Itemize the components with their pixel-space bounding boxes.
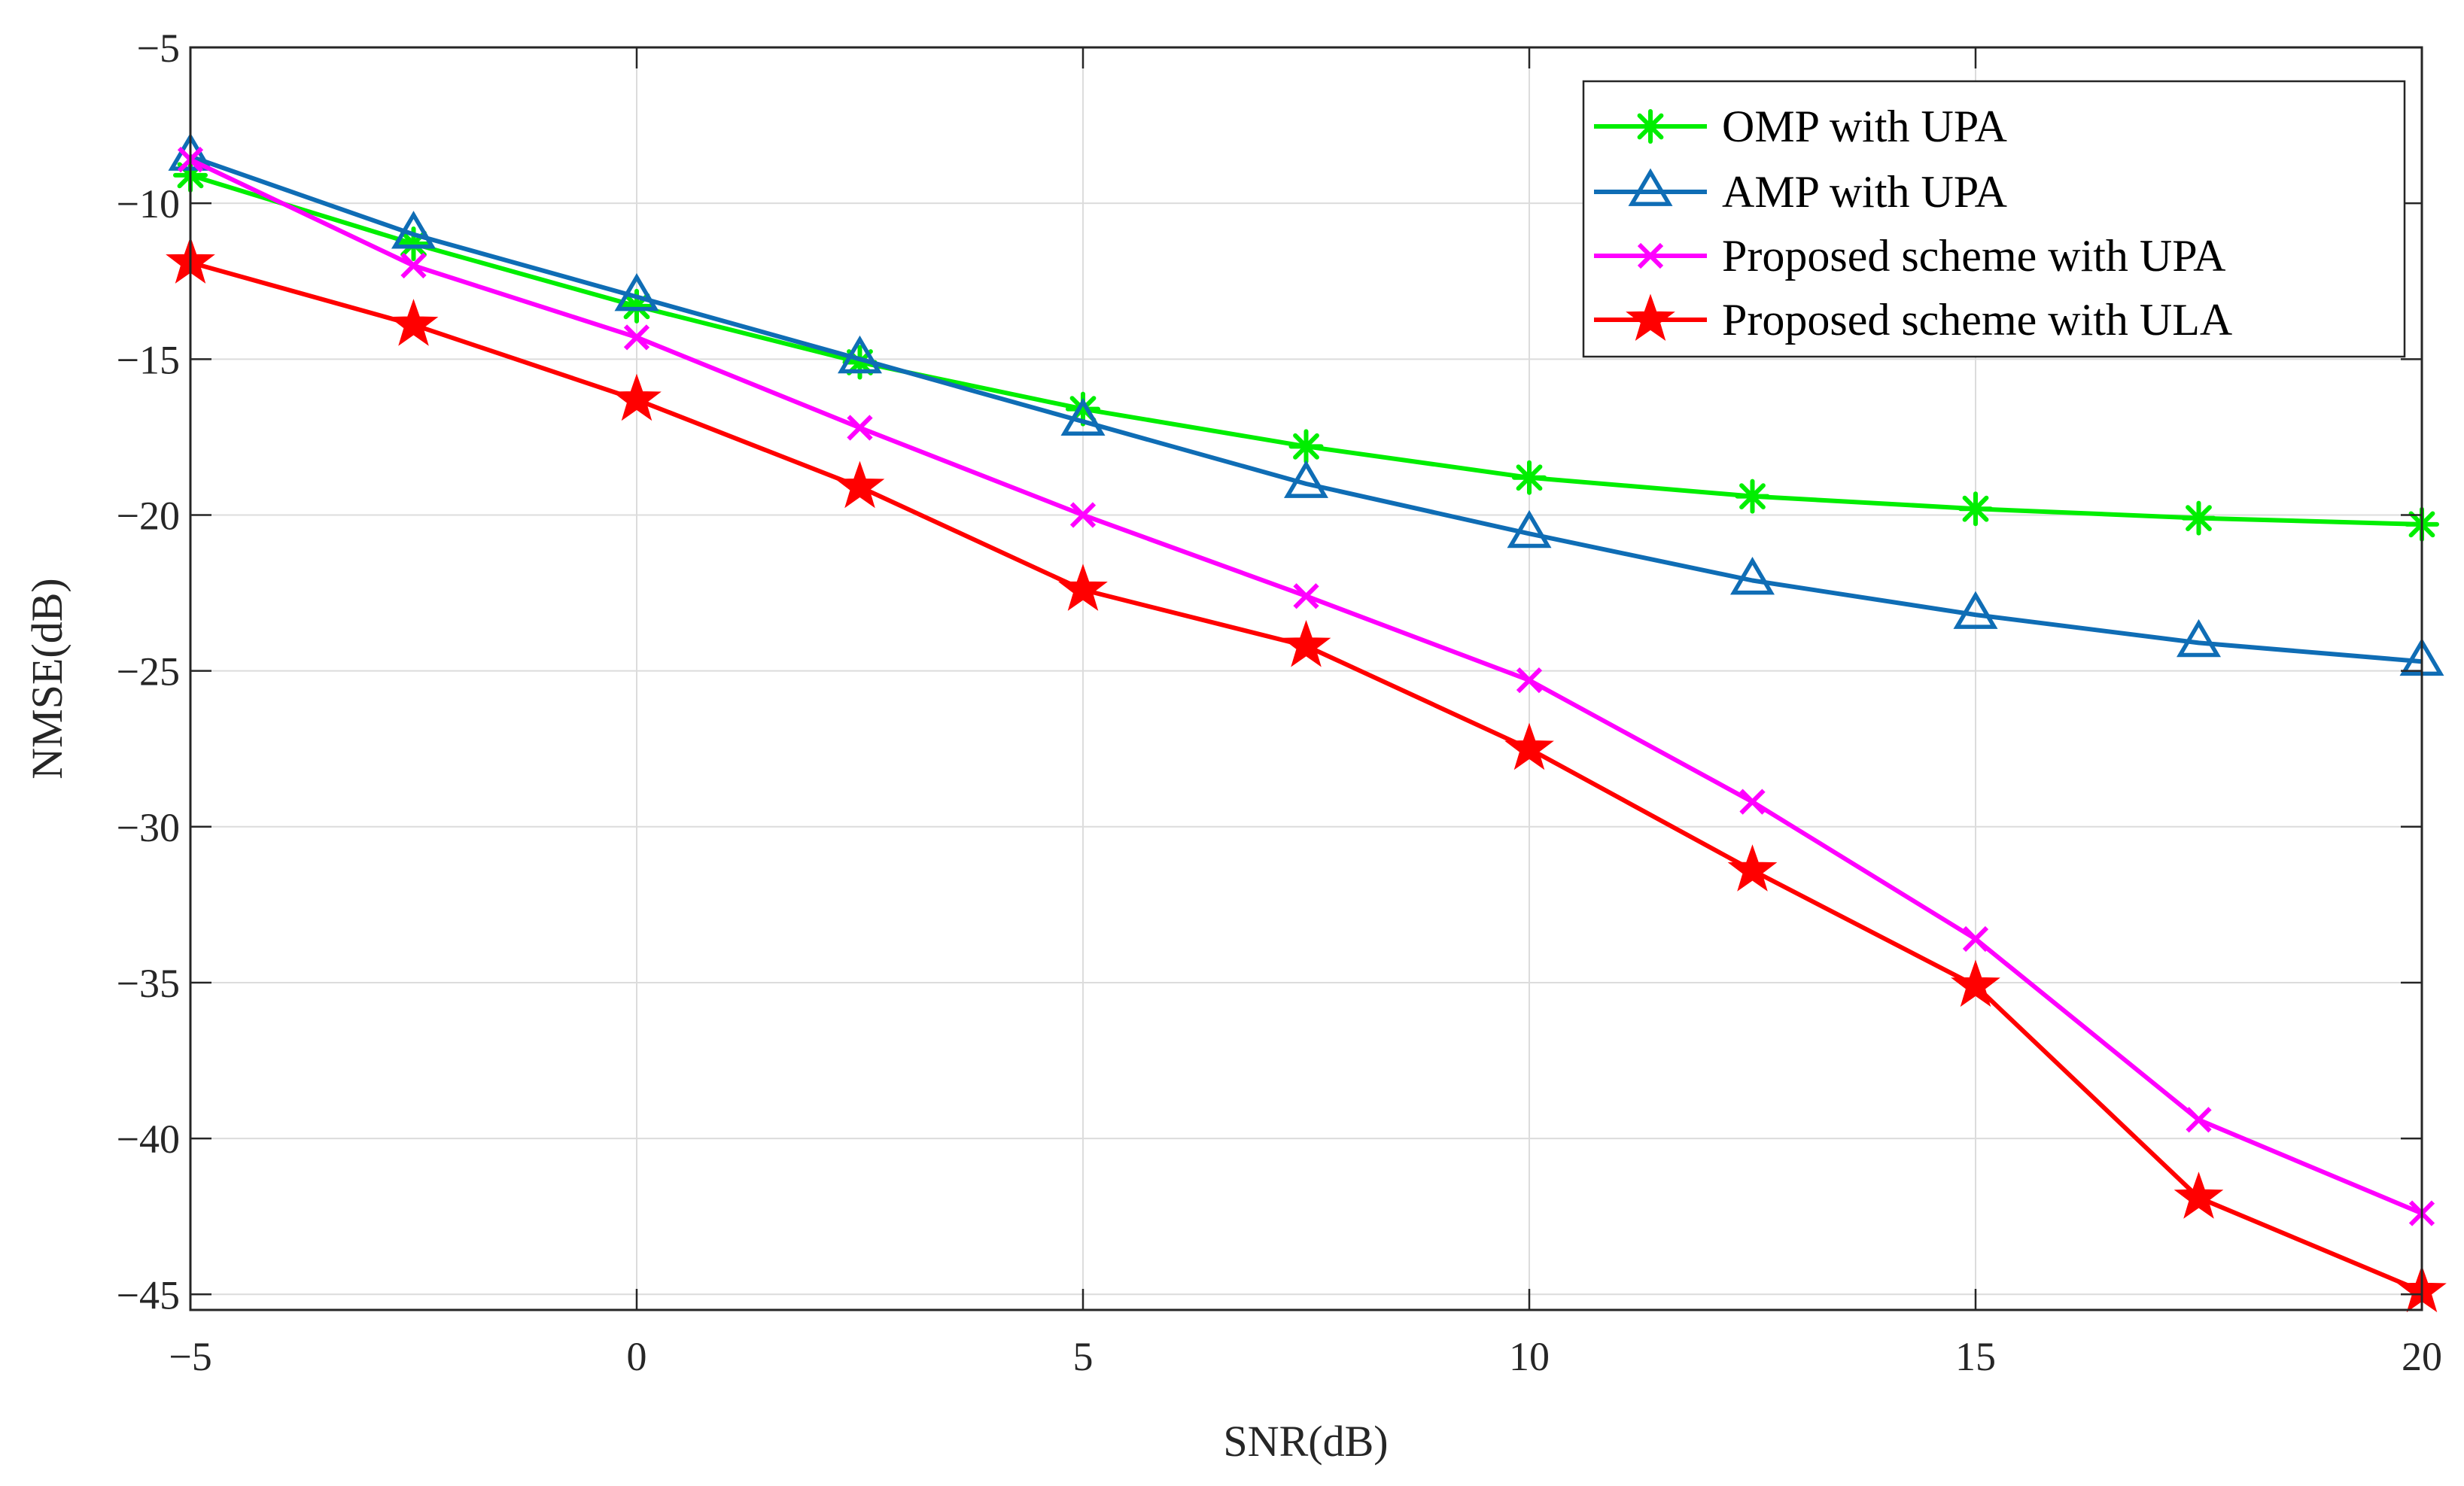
data-point	[614, 273, 659, 311]
x-tick-label: 10	[1509, 1334, 1550, 1379]
x-tick-label: 0	[627, 1334, 647, 1379]
y-tick-label: −40	[117, 1117, 180, 1162]
data-point	[1953, 591, 1998, 629]
series-2	[177, 147, 2435, 1226]
data-point	[1069, 502, 1097, 528]
legend-marker	[1628, 168, 1673, 206]
data-point	[623, 324, 650, 351]
legend-label: Proposed scheme with ULA	[1722, 295, 2232, 345]
y-tick-label: −30	[117, 805, 180, 850]
data-point	[1729, 557, 1775, 595]
data-point	[1735, 479, 1770, 514]
tick-labels: −5 0 5 10 15 20 −5 −10 −15 −20 −25 −30 −35 −40 −45	[117, 26, 2442, 1379]
y-tick-label: −25	[117, 649, 180, 694]
legend-marker	[1637, 242, 1664, 269]
data-point	[2176, 618, 2222, 658]
data-point	[1288, 429, 1324, 464]
data-point	[847, 415, 873, 441]
x-tick-label: 15	[1955, 1334, 1996, 1379]
y-tick-label: −45	[117, 1272, 180, 1317]
legend-label: OMP with UPA	[1722, 102, 2007, 151]
data-point	[837, 335, 883, 374]
x-axis-label: SNR(dB)	[1223, 1417, 1388, 1466]
legend-marker	[1626, 293, 1675, 342]
x-tick-label: 5	[1073, 1334, 1094, 1379]
y-tick-label: −35	[117, 961, 180, 1006]
data-point	[1958, 491, 1993, 527]
legend-marker	[1633, 109, 1668, 144]
legend-entry: AMP with UPA	[1594, 167, 2007, 217]
y-tick-label: −5	[137, 26, 180, 71]
data-point	[1283, 460, 1329, 498]
legend-label: Proposed scheme with UPA	[1722, 231, 2225, 281]
data-point	[2181, 500, 2216, 536]
y-tick-label: −20	[117, 493, 180, 538]
data-point	[1516, 667, 1543, 694]
legend-label: AMP with UPA	[1722, 167, 2007, 217]
ticks	[189, 46, 2423, 1310]
data-point	[1058, 564, 1108, 611]
grid	[190, 47, 2423, 1310]
legend-entry: Proposed scheme with UPA	[1594, 231, 2225, 281]
data-point	[1504, 722, 1554, 770]
data-point	[1060, 397, 1106, 436]
data-point	[1507, 509, 1552, 549]
data-point	[1962, 925, 1989, 953]
data-point	[2186, 1107, 2212, 1133]
data-point	[1293, 583, 1319, 609]
legend-entry: Proposed scheme with ULA	[1594, 293, 2232, 345]
data-point	[1951, 959, 2000, 1007]
legend-entry: OMP with UPA	[1594, 102, 2007, 151]
data-point	[400, 252, 427, 279]
x-tick-label: 20	[2402, 1334, 2442, 1379]
data-point	[1512, 460, 1547, 495]
legend-box	[1582, 80, 2406, 358]
x-tick-label: −5	[169, 1334, 211, 1379]
series-line	[190, 154, 2423, 664]
data-point	[388, 299, 439, 346]
data-point	[612, 373, 662, 421]
data-point	[2173, 1171, 2224, 1219]
y-tick-label: −15	[117, 337, 180, 382]
data-point	[1727, 844, 1778, 892]
y-tick-label: −10	[117, 181, 180, 226]
y-axis-label: NMSE(dB)	[23, 578, 71, 779]
data-point	[391, 211, 437, 249]
data-point	[835, 460, 885, 509]
legend: OMP with UPA AMP with UPA Proposed scheme …	[1582, 80, 2406, 358]
plot-frame	[189, 46, 2423, 1311]
legend-items: OMP with UPA AMP with UPA Proposed scheme …	[1594, 102, 2232, 345]
data-point	[1739, 789, 1766, 815]
data-point	[1281, 619, 1331, 667]
